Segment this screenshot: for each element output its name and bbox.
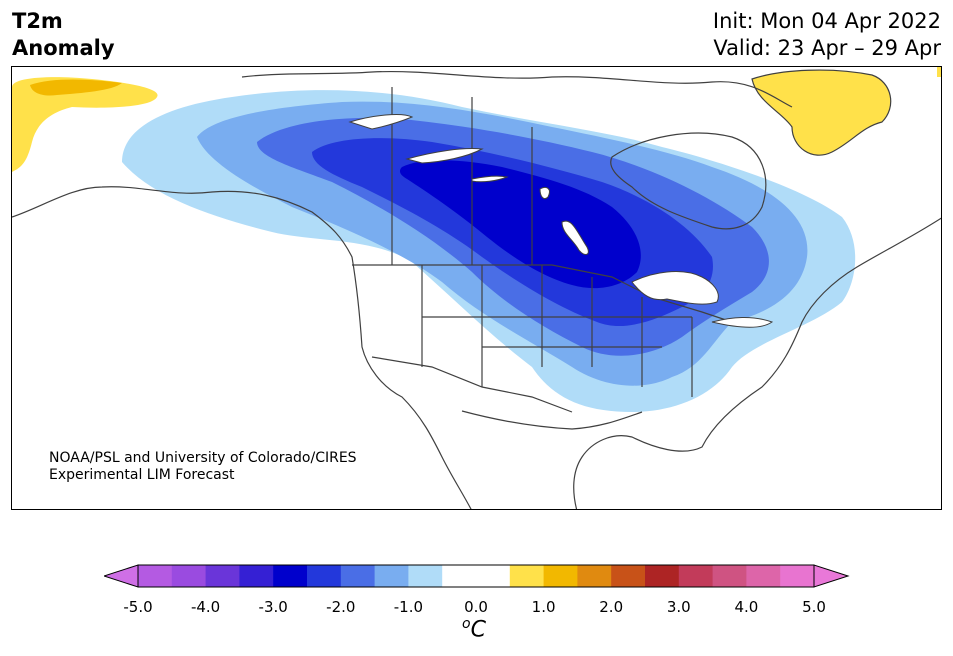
- forecast-dates: Init: Mon 04 Apr 2022 Valid: 23 Apr – 29…: [713, 8, 941, 62]
- colorbar-cell: [273, 565, 308, 587]
- colorbar-cell: [205, 565, 240, 587]
- colorbar-cell: [307, 565, 342, 587]
- greenland-warm-east-edge: [937, 67, 941, 77]
- lake-winnipeg: [561, 220, 589, 255]
- init-date: Init: Mon 04 Apr 2022: [712, 9, 941, 33]
- valid-range: Valid: 23 Apr – 29 Apr: [713, 36, 941, 60]
- colorbar-cell: [476, 565, 511, 587]
- colorbar-tick-label: 0.0: [464, 598, 488, 616]
- credit-line-2: Experimental LIM Forecast: [49, 467, 235, 483]
- lakes: [348, 114, 774, 328]
- lake-great-slave: [405, 148, 484, 164]
- great-lakes: [631, 271, 774, 328]
- border-states: [421, 265, 693, 397]
- coastline-atlantic: [573, 217, 941, 509]
- colorbar-tick-label: 2.0: [599, 598, 624, 616]
- colorbar-unit: oC: [462, 616, 486, 642]
- anomaly-contour-light-warm-west: [30, 79, 122, 96]
- credit-text: NOAA/PSL and University of Colorado/CIRE…: [49, 450, 357, 484]
- colorbar-cell: [138, 565, 173, 587]
- colorbar-tick-label: 4.0: [734, 598, 759, 616]
- anomaly-map: [12, 67, 941, 509]
- colorbar-under-arrow: [104, 564, 139, 588]
- geographic-outlines: [12, 69, 941, 509]
- colorbar-cell: [746, 565, 781, 587]
- colorbar-tick-label: -1.0: [393, 598, 424, 616]
- colorbar: [104, 564, 850, 588]
- title-variable: T2m: [12, 9, 63, 33]
- colorbar-cell: [543, 565, 578, 587]
- colorbar-tick-label: -4.0: [190, 598, 221, 616]
- colorbar-cell: [780, 565, 815, 587]
- colorbar-over-arrow: [813, 564, 850, 588]
- unit-base: C: [470, 617, 486, 643]
- coastline-hudson-bay: [610, 132, 767, 230]
- colorbar-cell: [577, 565, 612, 587]
- coastline-arctic: [241, 70, 793, 108]
- colorbar-cell: [408, 565, 443, 587]
- colorbar-cell: [645, 565, 680, 587]
- border-us-canada: [352, 264, 733, 323]
- colorbar-cell: [678, 565, 714, 587]
- colorbar-tick-label: 1.0: [531, 598, 556, 616]
- colorbar-tick-label: -2.0: [326, 598, 356, 616]
- colorbar-cell: [509, 565, 545, 587]
- coastline-pacific: [12, 186, 472, 509]
- colorbar-cells: [138, 565, 815, 587]
- lake-great-bear: [348, 114, 414, 130]
- lake-athabasca: [471, 175, 509, 183]
- colorbar-cell: [171, 565, 207, 587]
- colorbar-cell: [442, 565, 477, 587]
- colorbar-cell: [374, 565, 409, 587]
- colorbar-cell: [712, 565, 747, 587]
- anomaly-contour-strongest-cold: [399, 160, 641, 289]
- colorbar-tick-label: -5.0: [123, 598, 153, 616]
- map-title: T2m Anomaly: [12, 8, 115, 62]
- colorbar-cell: [340, 565, 376, 587]
- title-anomaly: Anomaly: [12, 36, 115, 60]
- map-panel: [11, 66, 942, 510]
- coastline-greenland: [751, 69, 892, 156]
- anomaly-contour-weak-warm-greenland: [752, 70, 891, 156]
- unit-superscript: o: [462, 616, 471, 632]
- colorbar-outline: [137, 564, 815, 588]
- credit-line-1: NOAA/PSL and University of Colorado/CIRE…: [49, 450, 357, 466]
- lake-winnipegosis: [539, 186, 550, 200]
- colorbar-tick-label: 5.0: [802, 598, 826, 616]
- colorbar-tick-label: -3.0: [258, 598, 288, 616]
- colorbar-cell: [239, 565, 274, 587]
- colorbar-tick-label: 3.0: [666, 598, 691, 616]
- anomaly-contour-weak-warm-west: [12, 77, 158, 172]
- anomaly-shading: [12, 67, 941, 413]
- coastline-gulf: [461, 410, 643, 430]
- colorbar-cell: [611, 565, 646, 587]
